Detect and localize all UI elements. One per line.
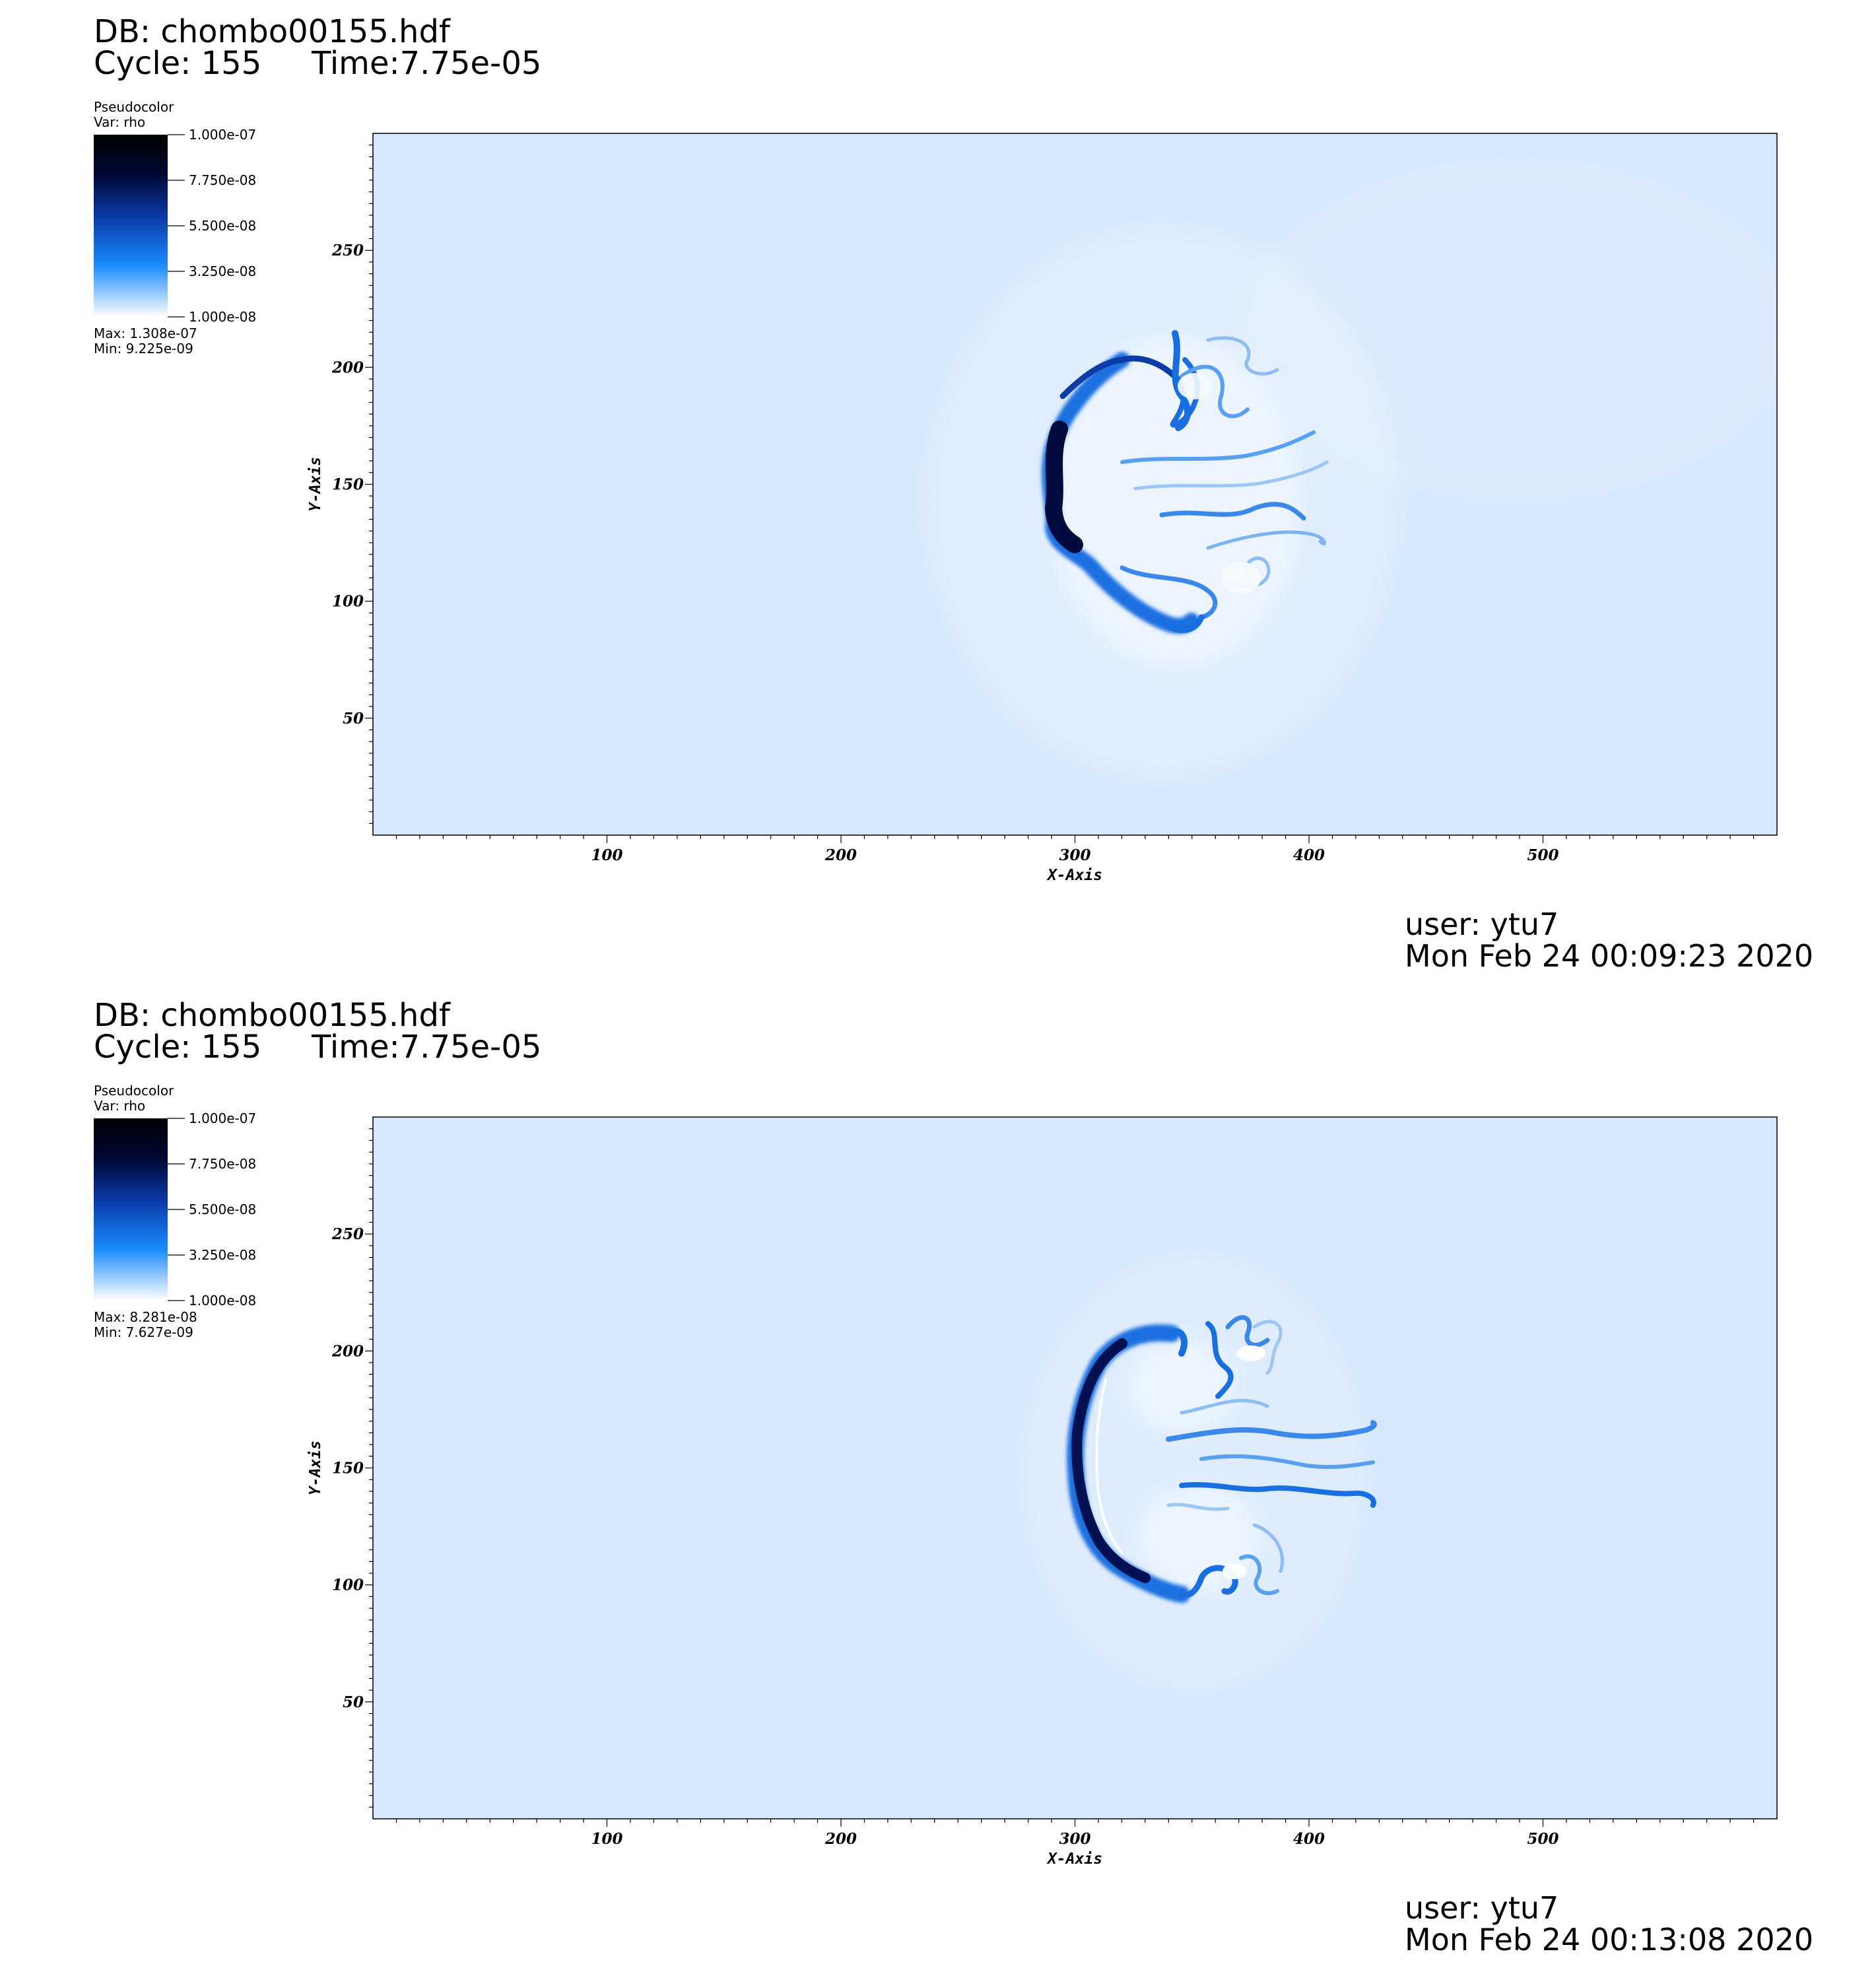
filament bbox=[1225, 1315, 1270, 1347]
colorbar bbox=[94, 1118, 168, 1301]
filament bbox=[1206, 336, 1279, 376]
colorbar-tick-label: 1.000e-07 bbox=[189, 127, 256, 143]
plot-panel-bottom: DB: chombo00155.hdf Cycle: 155 Time:7.75… bbox=[0, 984, 1876, 1961]
vortex-core bbox=[1223, 1563, 1246, 1579]
colorbar-tick-label: 1.000e-08 bbox=[189, 1293, 256, 1308]
colorbar-tick-label: 7.750e-08 bbox=[189, 1156, 256, 1172]
colorbar-ticks: 1.000e-07 7.750e-08 5.500e-08 3.250e-08 1.00… bbox=[168, 127, 256, 325]
filament bbox=[1239, 1554, 1279, 1596]
y-axis-title: Y-Axis bbox=[307, 1441, 324, 1495]
cycle-time-line: Cycle: 155 Time:7.75e-05 bbox=[94, 1029, 541, 1066]
footer-date: Mon Feb 24 00:13:08 2020 bbox=[1405, 1922, 1814, 1957]
x-tick-label: 200 bbox=[824, 1830, 857, 1848]
cycle-label: Cycle: 155 bbox=[94, 1029, 262, 1066]
y-tick-label: 250 bbox=[331, 242, 364, 259]
front-dense-core bbox=[1044, 421, 1083, 553]
filament bbox=[1206, 530, 1327, 550]
filament bbox=[1120, 430, 1316, 464]
filament bbox=[1205, 1321, 1234, 1399]
y-axis-title: Y-Axis bbox=[307, 457, 324, 512]
axes: 100 200 300 400 500 50 100 150 200 250 X-Axis Y-Axi… bbox=[307, 145, 1755, 884]
legend-plot-type: Pseudocolor bbox=[94, 1083, 174, 1099]
filament bbox=[1172, 330, 1191, 431]
legend-var-label: Var: rho bbox=[94, 114, 146, 130]
cycle-label: Cycle: 155 bbox=[94, 45, 262, 82]
y-tick-label: 150 bbox=[332, 1460, 364, 1478]
density-field bbox=[924, 158, 1777, 779]
footer-date: Mon Feb 24 00:09:23 2020 bbox=[1405, 938, 1814, 974]
x-tick-label: 100 bbox=[591, 846, 622, 864]
plot-panel-top: DB: chombo00155.hdf Cycle: 155 Time:7.75… bbox=[0, 0, 1876, 977]
y-tick-label: 150 bbox=[332, 476, 364, 494]
filament bbox=[1133, 460, 1329, 491]
filament bbox=[1120, 565, 1218, 620]
x-tick-label: 200 bbox=[824, 846, 857, 864]
colorbar bbox=[94, 135, 168, 317]
front-inner-edge bbox=[1095, 1378, 1123, 1554]
colorbar-tick-label: 5.500e-08 bbox=[189, 218, 256, 234]
colorbar-tick-label: 7.750e-08 bbox=[189, 172, 256, 188]
colorbar-tick-label: 5.500e-08 bbox=[189, 1202, 256, 1217]
x-tick-label: 400 bbox=[1293, 846, 1325, 864]
plot-svg: 1.000e-07 7.750e-08 5.500e-08 3.250e-08 1.00… bbox=[94, 127, 1778, 884]
legend-min-label: Min: 9.225e-09 bbox=[94, 341, 193, 357]
filament bbox=[1166, 1420, 1377, 1442]
x-tick-label: 300 bbox=[1059, 846, 1090, 864]
y-tick-label: 250 bbox=[331, 1225, 364, 1243]
vortex-core bbox=[1178, 373, 1212, 399]
x-tick-label: 500 bbox=[1527, 846, 1558, 864]
x-tick-label: 300 bbox=[1059, 1830, 1090, 1848]
footer-user: user: ytu7 bbox=[1405, 906, 1559, 942]
filament bbox=[1252, 1320, 1283, 1375]
colorbar-tick-label: 3.250e-08 bbox=[189, 1247, 256, 1263]
footer-user: user: ytu7 bbox=[1405, 1890, 1559, 1926]
colorbar-tick-label: 1.000e-07 bbox=[189, 1110, 256, 1126]
legend-plot-type: Pseudocolor bbox=[94, 99, 174, 115]
front-upper-rim bbox=[1059, 355, 1182, 399]
filament bbox=[1166, 1503, 1230, 1511]
y-tick-label: 200 bbox=[331, 358, 364, 376]
x-tick-label: 100 bbox=[591, 1830, 622, 1848]
db-label: DB: chombo00155.hdf bbox=[94, 13, 450, 50]
filament bbox=[1180, 1398, 1269, 1415]
filament bbox=[1180, 364, 1250, 419]
y-tick-label: 50 bbox=[343, 710, 364, 728]
x-axis-title: X-Axis bbox=[1046, 1851, 1102, 1868]
front-dense-core bbox=[1071, 1338, 1151, 1583]
axes: 100 200 300 400 500 50 100 150 200 250 X-Axis Y-Axi… bbox=[307, 1128, 1755, 1868]
legend-max-label: Max: 1.308e-07 bbox=[94, 325, 197, 341]
filament bbox=[1199, 1454, 1375, 1470]
colorbar-ticks: 1.000e-07 7.750e-08 5.500e-08 3.250e-08 1.00… bbox=[168, 1110, 256, 1308]
time-label: Time:7.75e-05 bbox=[312, 45, 542, 82]
filament bbox=[1158, 614, 1205, 633]
db-label: DB: chombo00155.hdf bbox=[94, 997, 450, 1034]
vortex-core bbox=[1221, 562, 1261, 594]
cycle-time-line: Cycle: 155 Time:7.75e-05 bbox=[94, 45, 541, 82]
legend-max-label: Max: 8.281e-08 bbox=[94, 1309, 197, 1325]
colorbar-tick-label: 1.000e-08 bbox=[189, 309, 256, 325]
x-tick-label: 500 bbox=[1527, 1830, 1558, 1848]
y-tick-label: 100 bbox=[332, 593, 364, 611]
legend-min-label: Min: 7.627e-09 bbox=[94, 1324, 193, 1340]
x-axis-title: X-Axis bbox=[1046, 867, 1102, 884]
filament bbox=[1168, 1328, 1188, 1357]
filament bbox=[1179, 1481, 1376, 1508]
filament bbox=[1252, 1523, 1285, 1573]
density-field bbox=[1023, 1254, 1377, 1690]
colorbar-tick-label: 3.250e-08 bbox=[189, 263, 256, 279]
vortex-core bbox=[1236, 1345, 1265, 1361]
legend-var-label: Var: rho bbox=[94, 1098, 146, 1114]
filament bbox=[1159, 502, 1306, 521]
plot-svg: 1.000e-07 7.750e-08 5.500e-08 3.250e-08 1.00… bbox=[94, 1110, 1778, 1868]
x-tick-label: 400 bbox=[1293, 1830, 1325, 1848]
y-tick-label: 100 bbox=[332, 1577, 364, 1594]
time-label: Time:7.75e-05 bbox=[312, 1029, 542, 1066]
y-tick-label: 200 bbox=[331, 1342, 364, 1360]
y-tick-label: 50 bbox=[343, 1693, 364, 1711]
filament bbox=[1178, 1565, 1238, 1598]
